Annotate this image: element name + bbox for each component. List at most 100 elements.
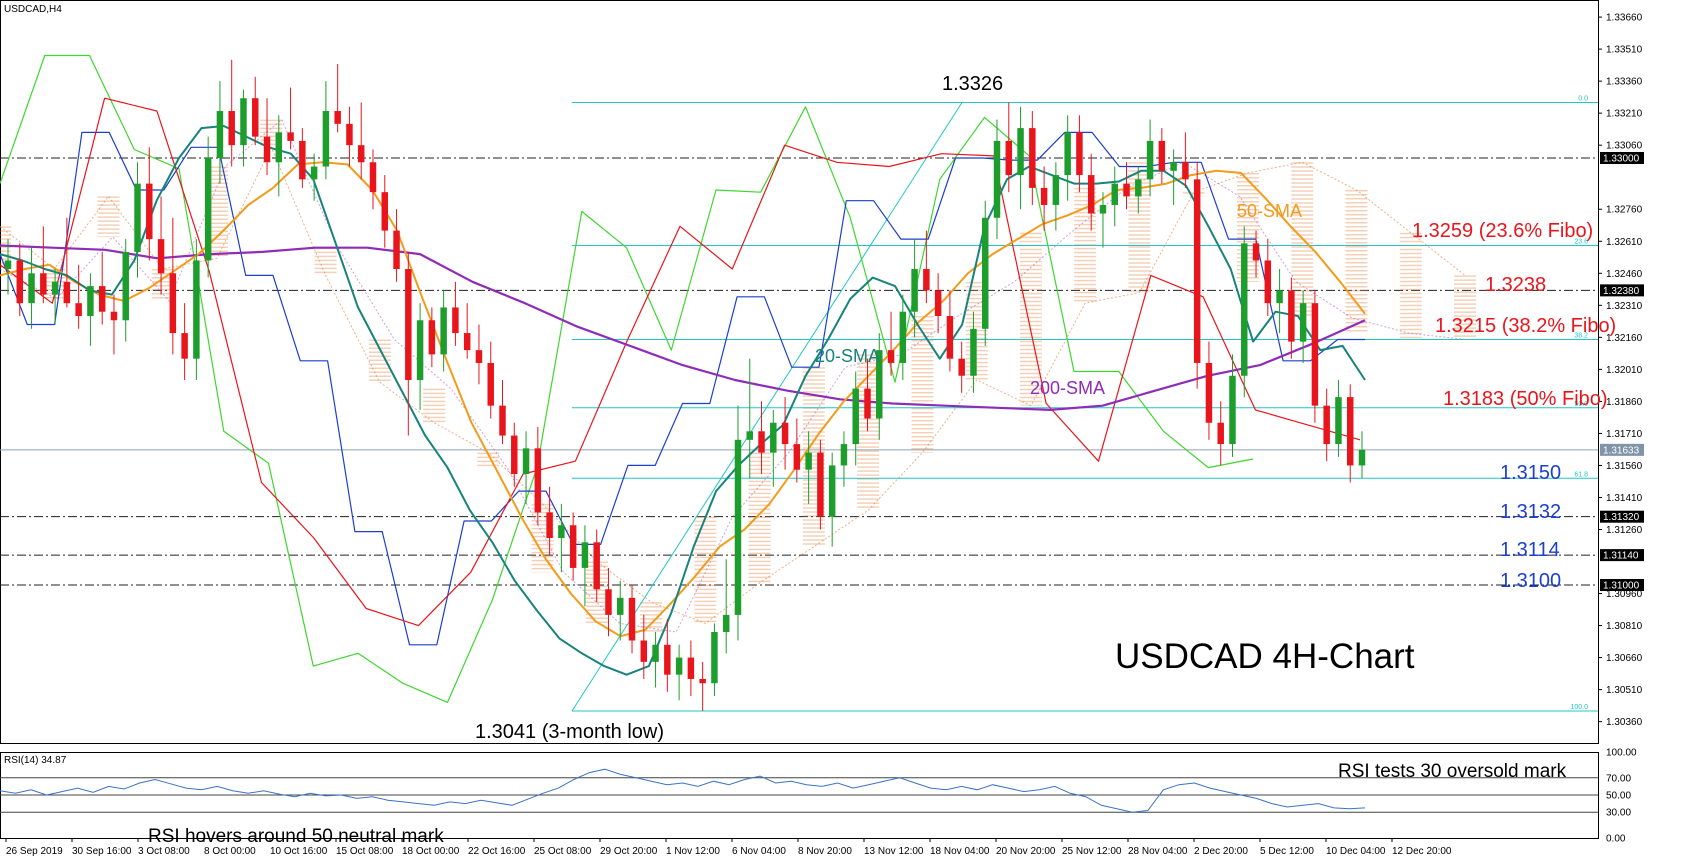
candle-body: [1311, 303, 1319, 406]
x-tick-label: 15 Oct 08:00: [336, 846, 394, 857]
key-level-axis-box: [1600, 151, 1644, 164]
candle-body: [1146, 140, 1154, 180]
y-tick-label: 1.30810: [1606, 621, 1643, 632]
x-tick-label: 8 Nov 20:00: [798, 846, 852, 857]
chart-annotation: 200-SMA: [1030, 378, 1105, 398]
y-tick-label: 1.32610: [1606, 237, 1643, 248]
x-tick-label: 10 Oct 16:00: [270, 846, 328, 857]
candle-body: [1288, 290, 1295, 342]
axis-layer: 1.33660 1.33510 1.33360 1.33210 1.33060 1.327…: [5, 13, 1644, 857]
candle-body: [1111, 183, 1118, 205]
candle-body: [204, 157, 212, 261]
candle-body: [393, 230, 400, 270]
candle-body: [146, 183, 153, 240]
candle-body: [193, 260, 200, 359]
current-price-axis-label: 1.31633: [1603, 445, 1640, 456]
key-level-axis-label: 1.32380: [1603, 286, 1640, 297]
chart-annotation: 1.3238: [1485, 274, 1546, 296]
fibo-level-label: 61.8: [1574, 471, 1588, 478]
candle-body: [1264, 260, 1272, 304]
candle-body: [440, 307, 447, 355]
candle-body: [275, 132, 283, 163]
candle-body: [817, 452, 824, 517]
candle-body: [169, 273, 177, 334]
candle-body: [1182, 162, 1189, 180]
candle-body: [511, 435, 518, 474]
candle-body: [1029, 128, 1036, 188]
candle-body: [499, 405, 506, 436]
x-tick-label: 12 Dec 20:00: [1392, 846, 1452, 857]
rsi-neutral-note: RSI hovers around 50 neutral mark: [148, 826, 444, 847]
candle-body: [593, 542, 600, 590]
candle-body: [334, 111, 341, 124]
candle-body: [428, 320, 436, 355]
rsi-oversold-note: RSI tests 30 oversold mark: [1338, 761, 1567, 782]
candle-body: [1170, 162, 1177, 171]
candle-layer: [4, 59, 1366, 711]
x-tick-label: 18 Nov 04:00: [930, 846, 990, 857]
x-tick-label: 30 Sep 16:00: [72, 846, 132, 857]
candle-body: [534, 448, 542, 513]
candle-body: [746, 431, 753, 440]
candle-body: [228, 111, 235, 146]
candle-body: [1205, 362, 1213, 423]
main-plot-frame: [0, 0, 1599, 744]
candle-body: [452, 307, 459, 334]
candle-body: [946, 315, 954, 359]
candle-body: [181, 333, 188, 359]
candle-body: [51, 281, 59, 295]
x-tick-label: 25 Nov 12:00: [1062, 846, 1122, 857]
key-level-axis-label: 1.31000: [1603, 581, 1640, 592]
candle-body: [675, 657, 683, 675]
key-level-axis-box: [1600, 510, 1644, 523]
candle-body: [487, 362, 494, 406]
y-tick-label: 1.31710: [1606, 429, 1643, 440]
y-tick-label: 1.30510: [1606, 685, 1643, 696]
candle-body: [1241, 243, 1248, 376]
candle-body: [734, 439, 742, 615]
candle-body: [1076, 132, 1083, 176]
x-tick-label: 2 Dec 20:00: [1194, 846, 1248, 857]
candle-body: [1158, 140, 1166, 171]
fibo-level-label: 50.0: [1574, 401, 1588, 408]
candle-body: [263, 136, 271, 163]
chart-annotation: 1.3100: [1500, 570, 1561, 592]
chart-annotation: 1.3114: [1500, 539, 1560, 561]
key-level-axis-box: [1600, 579, 1644, 592]
rsi-layer: 100.00 70.00 50.00 30.00 0.00 RSI(14) 34.87 RS…: [0, 748, 1637, 847]
candle-body: [1193, 179, 1201, 363]
y-tick-label: 1.33660: [1606, 13, 1643, 24]
candle-body: [805, 452, 812, 470]
candle-body: [1229, 375, 1236, 445]
y-tick-label: 1.32010: [1606, 365, 1643, 376]
candle-body: [970, 328, 977, 376]
candle-body: [87, 286, 94, 316]
y-tick-label: 1.33210: [1606, 109, 1643, 120]
candle-body: [357, 145, 365, 163]
y-tick-label: 1.32760: [1606, 205, 1643, 216]
rsi-y-tick-label: 70.00: [1606, 773, 1631, 784]
candle-body: [322, 111, 330, 167]
x-tick-label: 29 Oct 20:00: [600, 846, 658, 857]
candle-body: [310, 166, 318, 180]
candle-body: [1040, 187, 1048, 205]
candle-body: [1087, 175, 1095, 214]
y-tick-label: 1.33060: [1606, 141, 1643, 152]
x-tick-label: 25 Oct 08:00: [534, 846, 592, 857]
y-tick-label: 1.33510: [1606, 45, 1643, 56]
candle-body: [852, 388, 859, 445]
candle-body: [958, 358, 965, 376]
candle-body: [1346, 397, 1354, 466]
candle-body: [98, 286, 106, 312]
kijun-sen-line: [0, 131, 1365, 646]
candle-body: [911, 269, 918, 312]
candle-body: [758, 431, 765, 453]
fibo-layer: 0.0 23.6 38.2 50.0 61.8 100.0: [571, 95, 1598, 712]
candle-body: [558, 525, 565, 539]
candle-body: [369, 162, 377, 193]
chart-annotation: 1.3150: [1500, 462, 1561, 484]
y-tick-label: 1.31860: [1606, 397, 1643, 408]
candle-body: [4, 260, 12, 270]
chart-annotation: 1.3183 (50% Fibo): [1443, 388, 1608, 410]
